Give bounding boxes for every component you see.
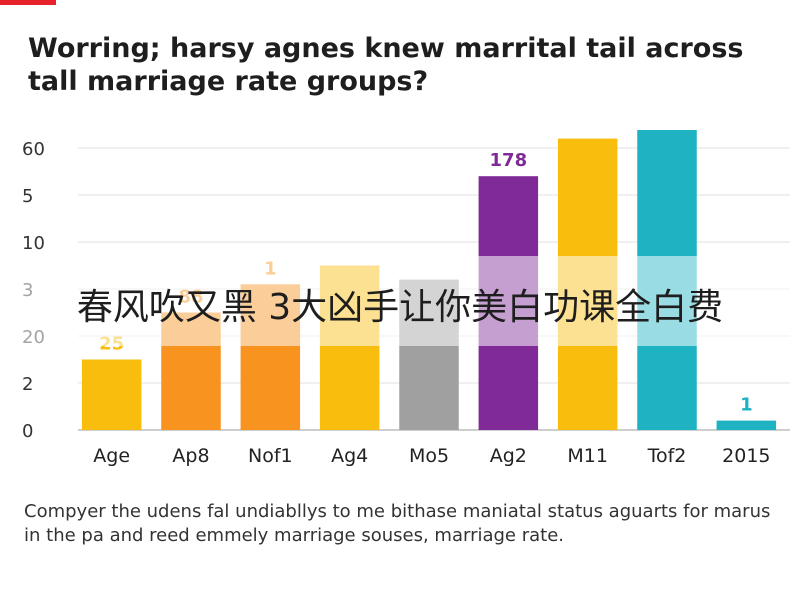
x-tick-label: M11 (567, 445, 608, 467)
x-tick-label: Mo5 (409, 445, 449, 467)
x-tick-label: 2015 (722, 445, 770, 467)
bar-value-label: 178 (490, 150, 528, 171)
bar (81, 359, 142, 430)
bar-value-label: 1 (740, 395, 753, 416)
x-tick-label: Age (93, 445, 130, 467)
bar-value-label: 228 (569, 130, 607, 134)
overlay-band (0, 256, 800, 346)
x-tick-label: Ap8 (172, 445, 209, 467)
y-tick-label: 5 (22, 186, 33, 207)
accent-bar (0, 0, 56, 5)
y-tick-label: 0 (22, 421, 33, 442)
x-tick-label: Ag2 (490, 445, 527, 467)
overlay-banner-text: 春风吹又黑 3大凶手让你美白功课全白费 (76, 287, 724, 328)
bar (716, 420, 777, 430)
x-tick-label: Tof2 (647, 445, 687, 467)
x-tick-label: Nof1 (248, 445, 293, 467)
y-tick-label: 2 (22, 374, 33, 395)
x-tick-label: Ag4 (331, 445, 368, 467)
chart-title: Worring; harsy agnes knew marrital tail … (28, 33, 744, 97)
y-tick-label: 10 (22, 233, 45, 254)
chart-caption: Compyer the udens fal undiabllys to me b… (24, 501, 771, 546)
y-tick-label: 60 (22, 139, 45, 160)
